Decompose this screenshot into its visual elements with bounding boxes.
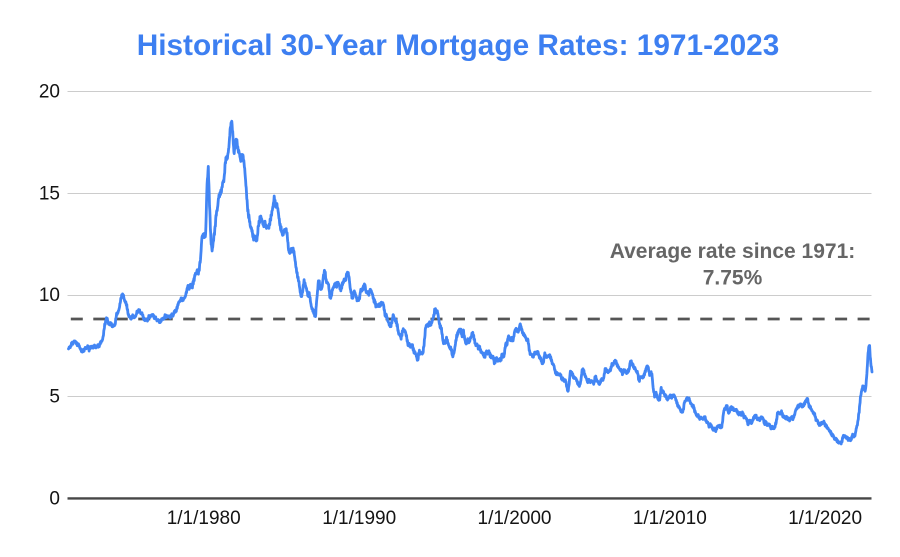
svg-text:Average rate since 1971:: Average rate since 1971: <box>610 240 856 263</box>
svg-text:15: 15 <box>39 183 60 204</box>
svg-text:1/1/2000: 1/1/2000 <box>478 508 552 529</box>
svg-text:5: 5 <box>49 387 60 408</box>
svg-text:1/1/2010: 1/1/2010 <box>633 508 707 529</box>
svg-text:20: 20 <box>39 82 60 103</box>
svg-text:1/1/1990: 1/1/1990 <box>322 508 396 529</box>
svg-text:7.75%: 7.75% <box>703 267 763 290</box>
svg-text:Historical 30-Year Mortgage Ra: Historical 30-Year Mortgage Rates: 1971-… <box>137 29 780 62</box>
svg-text:1/1/2020: 1/1/2020 <box>788 508 862 529</box>
svg-text:1/1/1980: 1/1/1980 <box>167 508 241 529</box>
svg-text:0: 0 <box>49 489 60 510</box>
svg-text:10: 10 <box>39 285 60 306</box>
